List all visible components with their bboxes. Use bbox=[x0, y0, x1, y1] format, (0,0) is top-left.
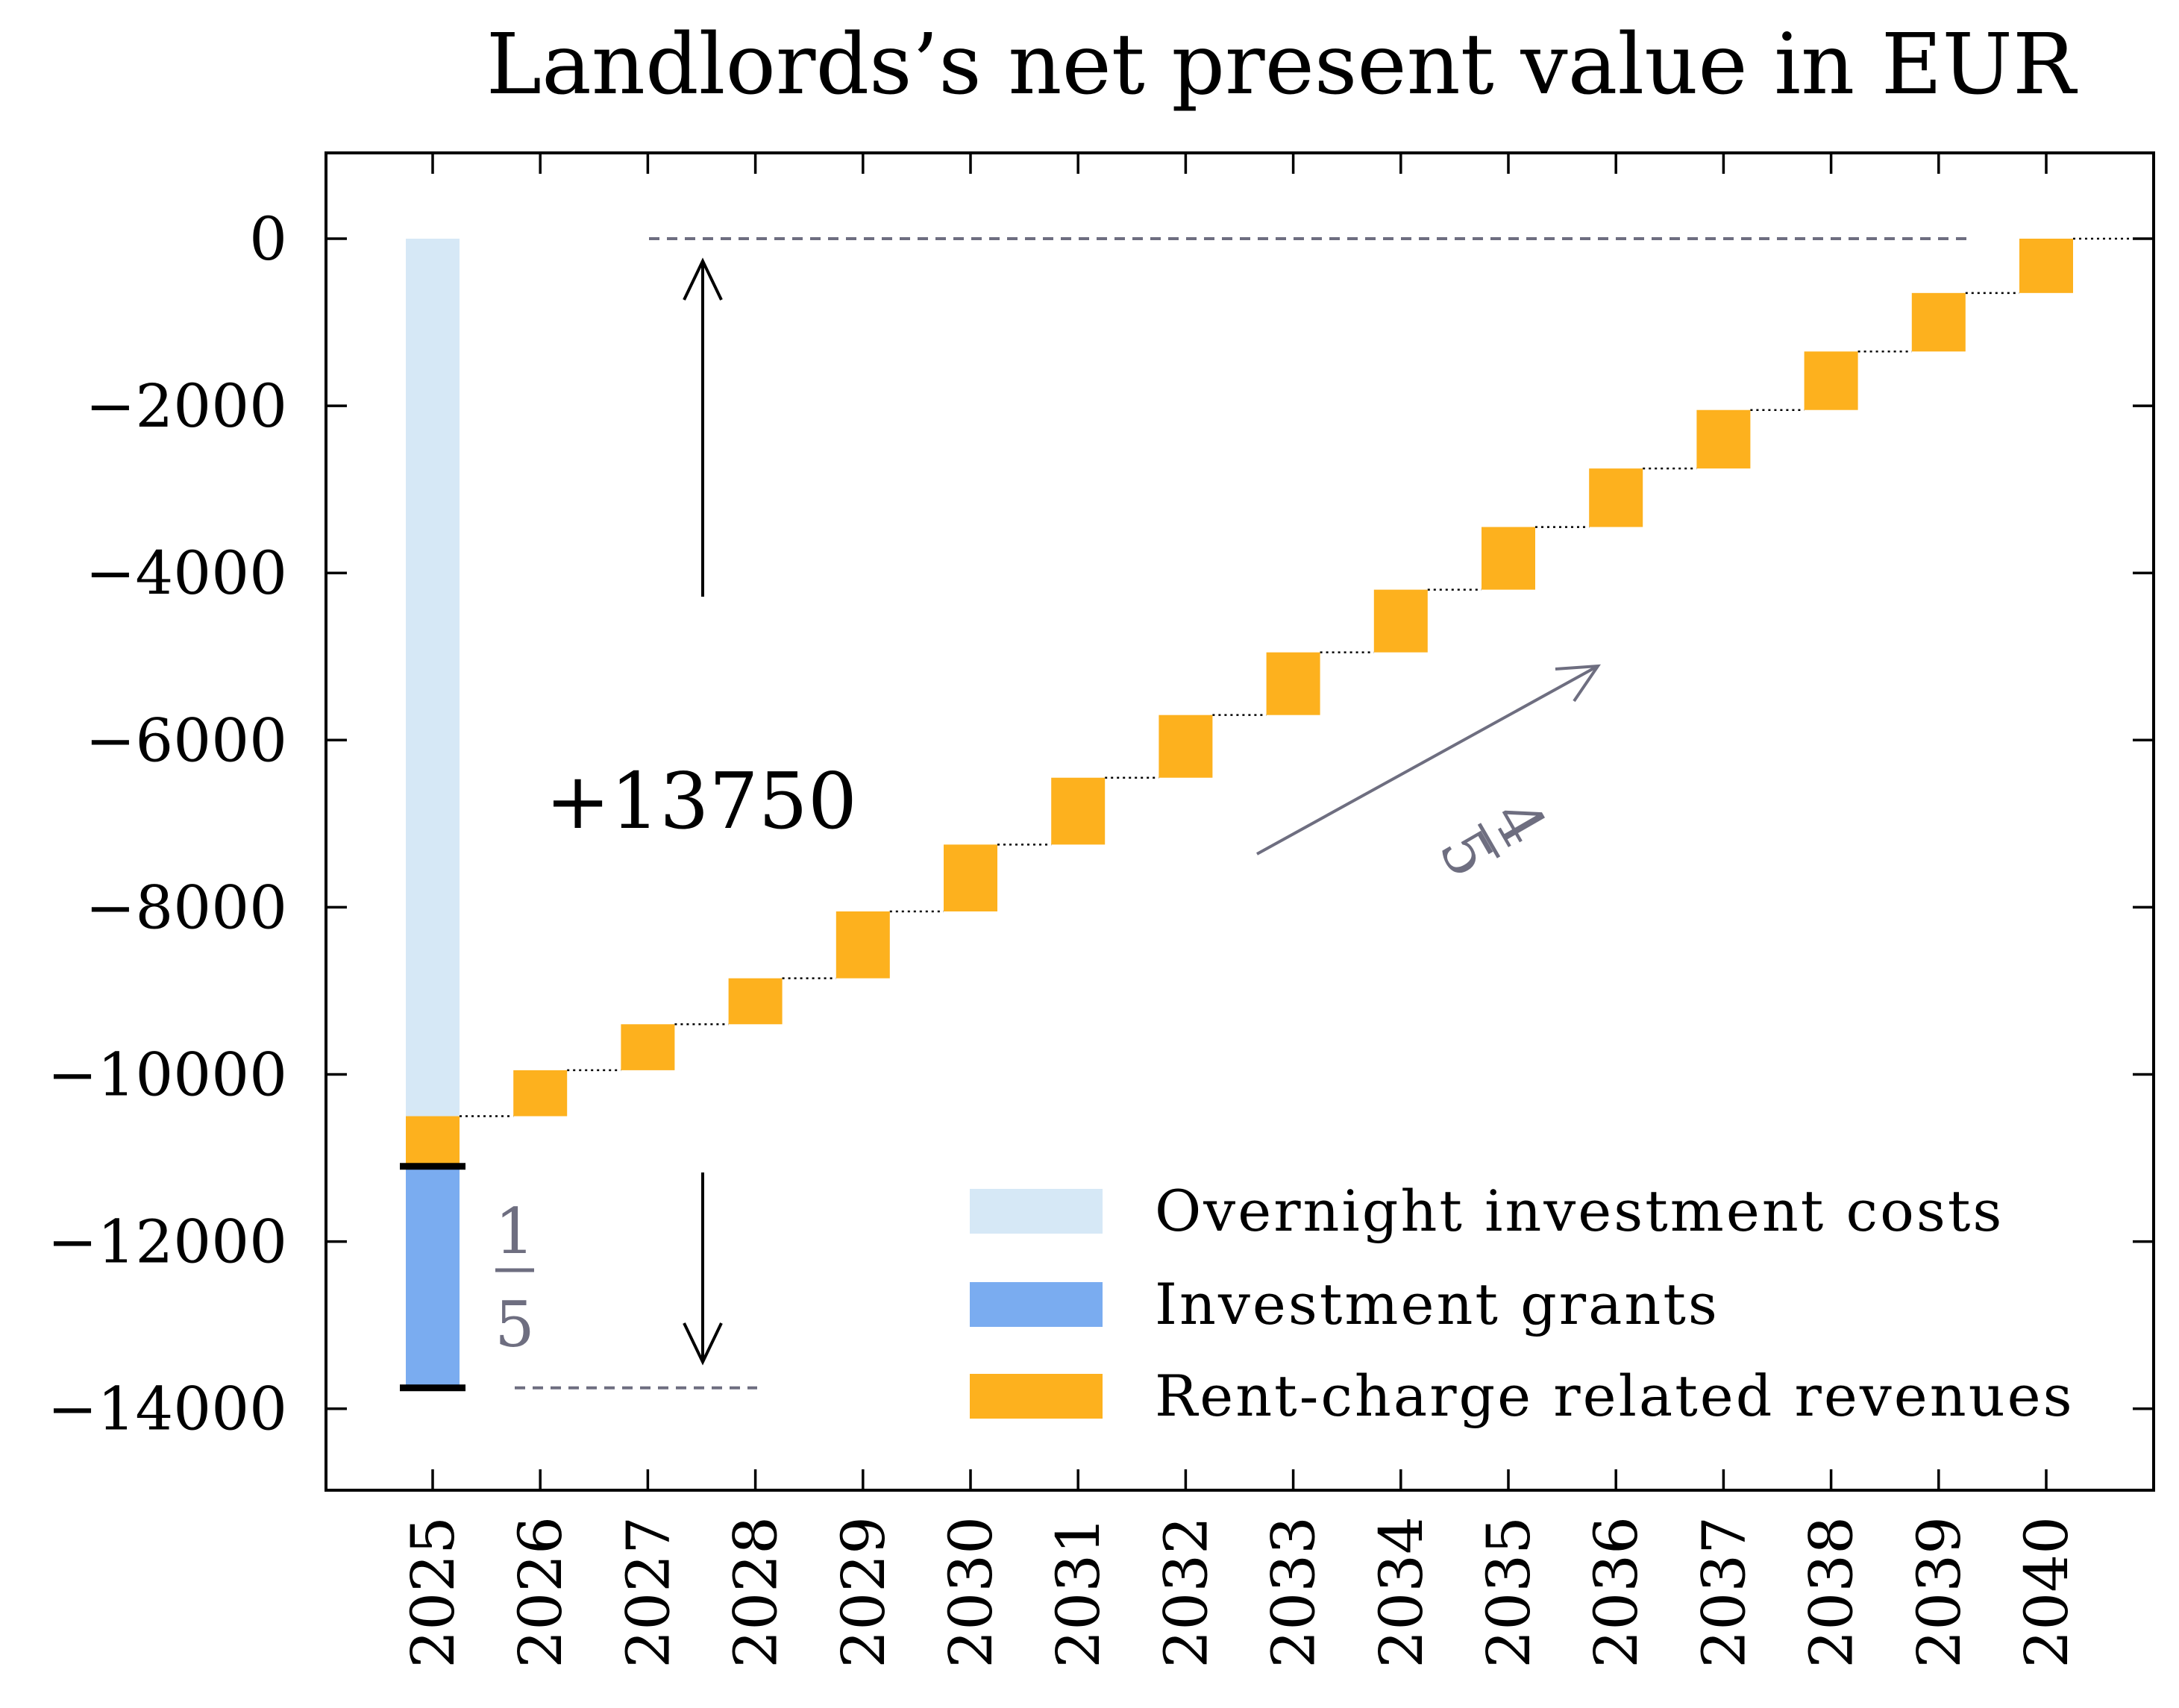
chart-title: Landlords’s net present value in EUR bbox=[486, 16, 2078, 113]
x-tick-label: 2034 bbox=[1367, 1516, 1436, 1668]
x-tick-label: 2026 bbox=[506, 1516, 575, 1668]
bar-revenues bbox=[1804, 351, 1858, 410]
x-tick-label: 2038 bbox=[1797, 1516, 1866, 1668]
bar-revenues bbox=[728, 978, 783, 1025]
revenue-fraction-bar bbox=[1477, 823, 1501, 858]
grant-fraction-denominator: 5 bbox=[495, 1288, 534, 1361]
x-tick-label: 2039 bbox=[1904, 1516, 1974, 1668]
legend: Overnight investment costs Investment gra… bbox=[970, 1178, 2075, 1429]
x-tick-label: 2028 bbox=[721, 1516, 791, 1668]
bar-overnight bbox=[406, 239, 460, 1117]
y-tick-label: −14000 bbox=[47, 1375, 287, 1444]
plot-area: +13750 1 5 45 0 −2000 −4000 −6000 −8000 −10000 −12… bbox=[47, 151, 2155, 1668]
legend-label-revenues: Rent-charge related revenues bbox=[1155, 1363, 2075, 1429]
y-tick-label: −8000 bbox=[85, 873, 287, 942]
bar-revenues bbox=[1911, 292, 1966, 352]
y-tick-label: −2000 bbox=[85, 371, 287, 441]
diagonal-arrow-shaft bbox=[1256, 665, 1599, 855]
x-tick-label: 2040 bbox=[2012, 1516, 2081, 1668]
bar-revenues bbox=[1266, 652, 1320, 715]
bar-revenues bbox=[835, 911, 890, 979]
bar-revenues bbox=[1051, 777, 1106, 845]
x-tick-label: 2029 bbox=[829, 1516, 898, 1668]
y-tick-label: −10000 bbox=[47, 1040, 287, 1110]
bar-revenues bbox=[621, 1024, 675, 1070]
legend-swatch-overnight bbox=[970, 1189, 1103, 1234]
x-tick-label: 2037 bbox=[1689, 1516, 1758, 1668]
x-tick-label: 2032 bbox=[1151, 1516, 1220, 1668]
y-tick-label: −12000 bbox=[47, 1208, 287, 1277]
up-arrow-head bbox=[683, 257, 723, 301]
bar-revenues bbox=[1373, 589, 1428, 653]
bar-revenues bbox=[513, 1070, 568, 1117]
legend-label-grants: Investment grants bbox=[1155, 1271, 1719, 1337]
axes-frame bbox=[325, 151, 2155, 1492]
bar-revenues bbox=[1482, 527, 1535, 590]
bar-revenues bbox=[944, 844, 997, 912]
x-tick-label: 2030 bbox=[936, 1516, 1006, 1668]
x-tick-label: 2036 bbox=[1581, 1516, 1651, 1668]
bar-revenues bbox=[1696, 409, 1751, 469]
x-tick-label: 2025 bbox=[398, 1516, 468, 1668]
y-tick-label: 0 bbox=[249, 204, 287, 274]
bar-grants bbox=[406, 1166, 460, 1388]
legend-swatch-revenues bbox=[970, 1374, 1103, 1419]
grant-fraction-numerator: 1 bbox=[495, 1195, 534, 1268]
x-tick-label: 2033 bbox=[1259, 1516, 1329, 1668]
bar-revenues bbox=[406, 1116, 460, 1167]
legend-swatch-grants bbox=[970, 1282, 1103, 1327]
legend-label-overnight: Overnight investment costs bbox=[1155, 1178, 2004, 1244]
bar-revenues bbox=[1589, 468, 1643, 527]
bar-revenues bbox=[2019, 239, 2073, 293]
total-change-label: +13750 bbox=[545, 756, 857, 847]
x-tick-label: 2035 bbox=[1474, 1516, 1543, 1668]
revenue-fraction: 45 bbox=[1425, 788, 1561, 889]
diagonal-arrow-head bbox=[1555, 664, 1601, 703]
y-tick-label: −6000 bbox=[85, 706, 287, 775]
x-tick-label: 2031 bbox=[1044, 1516, 1113, 1668]
x-tick-label: 2027 bbox=[613, 1516, 683, 1668]
down-arrow-head bbox=[683, 1322, 723, 1366]
y-tick-label: −4000 bbox=[85, 539, 287, 608]
bar-revenues bbox=[1159, 715, 1213, 778]
